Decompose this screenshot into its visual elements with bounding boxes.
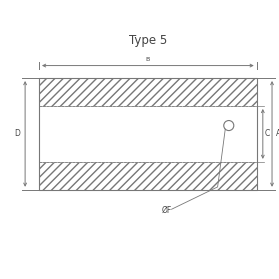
Bar	[39, 78, 257, 190]
Bar	[39, 162, 257, 190]
Text: D: D	[14, 129, 20, 138]
Text: C: C	[265, 129, 270, 138]
Text: Type 5: Type 5	[129, 34, 167, 47]
Text: ØF: ØF	[162, 206, 172, 215]
Text: B: B	[146, 57, 150, 62]
Bar	[39, 78, 257, 106]
Text: A: A	[276, 129, 279, 138]
